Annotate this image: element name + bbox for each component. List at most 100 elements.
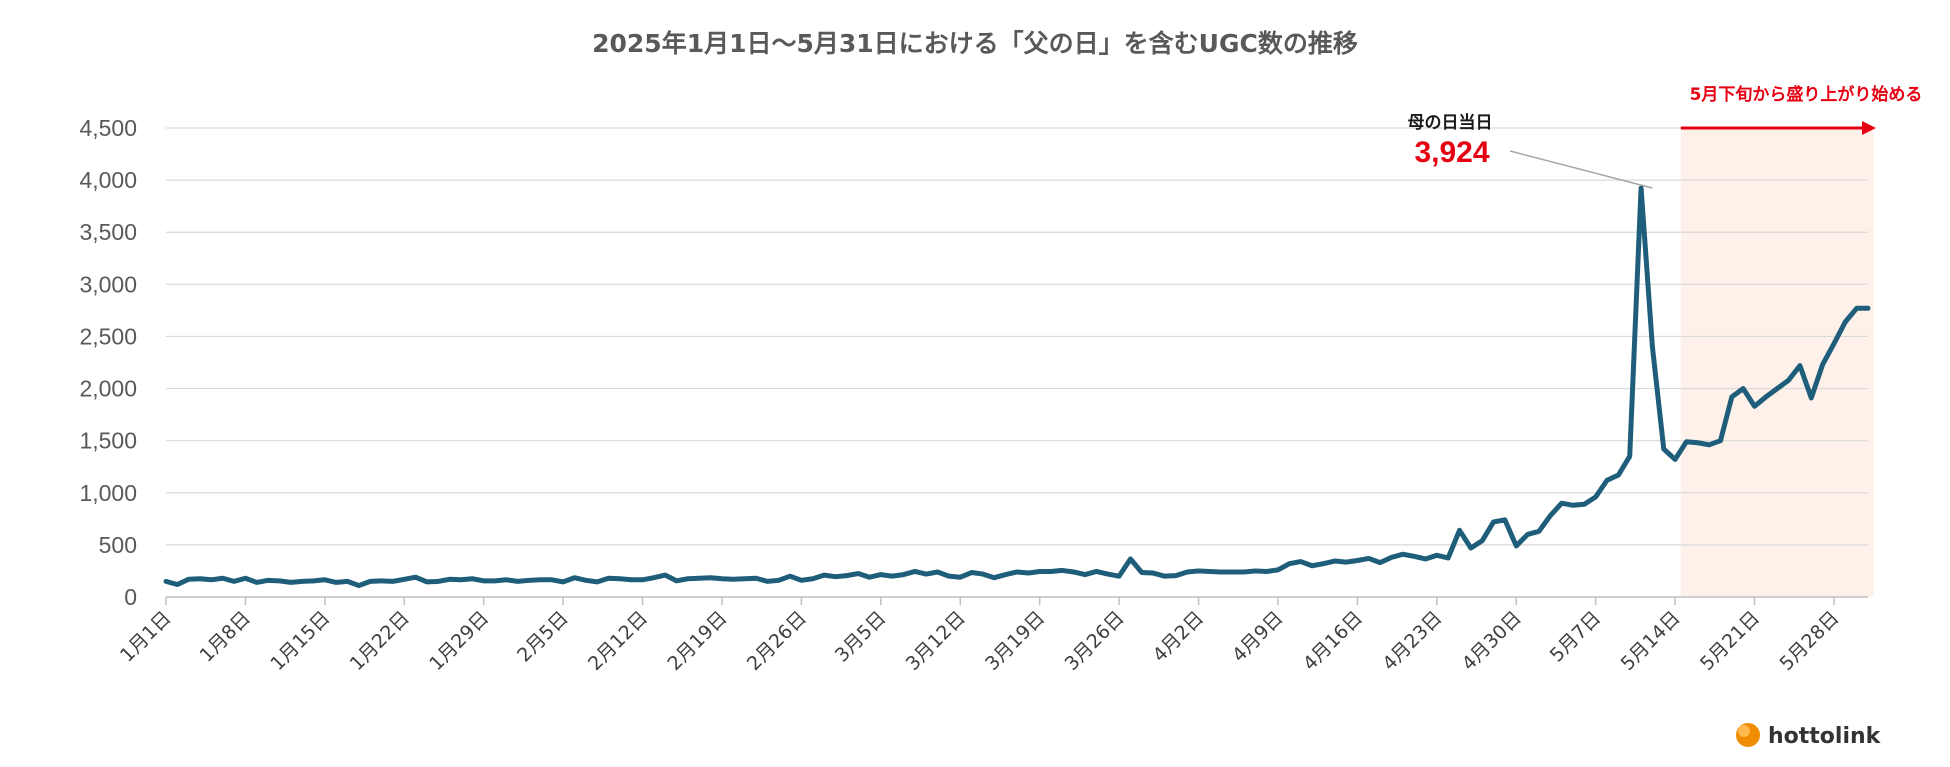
x-tick-label: 5月7日 [1546, 607, 1606, 667]
y-axis-tick-labels: 0 500 1,000 1,500 2,000 2,500 3,000 3,500 4,000 4… [79, 115, 137, 610]
x-tick-label: 5月21日 [1696, 607, 1764, 675]
y-tick-label: 3,500 [79, 219, 137, 245]
data-point [186, 577, 191, 582]
x-tick-label: 4月30日 [1458, 607, 1526, 675]
data-point [958, 575, 963, 580]
data-point [822, 573, 827, 578]
data-point [595, 579, 600, 584]
y-tick-label: 0 [124, 584, 137, 610]
data-point [878, 572, 883, 577]
x-tick-label: 1月15日 [266, 607, 334, 675]
data-point [436, 579, 441, 584]
data-point [379, 578, 384, 583]
data-point [481, 578, 486, 583]
gridlines [166, 127, 1868, 546]
data-point [277, 578, 282, 583]
trend-arrowhead-icon [1862, 121, 1876, 135]
data-point [617, 576, 622, 581]
data-point [1434, 553, 1439, 558]
x-tick-label: 5月28日 [1775, 607, 1843, 675]
data-point [322, 577, 327, 582]
x-axis: 1月1日 1月8日 1月15日 1月22日 1月29日 2月5日 2月12日 2月19日 2月2… [116, 596, 1868, 675]
y-tick-label: 500 [99, 532, 137, 558]
y-tick-label: 4,000 [79, 167, 137, 193]
data-point [946, 574, 951, 579]
data-point [413, 575, 418, 580]
data-point [1673, 457, 1678, 462]
data-point [368, 579, 373, 584]
data-point [1321, 561, 1326, 566]
data-point [1775, 386, 1780, 391]
data-point [1185, 569, 1190, 574]
data-point [788, 574, 793, 579]
data-point [1412, 554, 1417, 559]
data-point [980, 572, 985, 577]
data-point [1457, 528, 1462, 533]
data-point [402, 577, 407, 582]
data-point [288, 580, 293, 585]
data-point [1264, 569, 1269, 574]
data-points [164, 186, 1871, 589]
data-point [1752, 404, 1757, 409]
data-point [719, 576, 724, 581]
data-point [1582, 502, 1587, 507]
y-tick-label: 1,000 [79, 480, 137, 506]
data-point [1151, 571, 1156, 576]
data-point [254, 580, 259, 585]
logo-text: hottolink [1768, 724, 1882, 749]
data-point [1173, 573, 1178, 578]
data-point [561, 579, 566, 584]
data-point [742, 576, 747, 581]
data-point [515, 579, 520, 584]
chart-title: 2025年1月1日〜5月31日における「父の日」を含むUGC数の推移 [592, 29, 1358, 58]
data-point [912, 569, 917, 574]
y-tick-label: 2,500 [79, 323, 137, 349]
data-point [776, 578, 781, 583]
data-point [1786, 378, 1791, 383]
data-point [1241, 569, 1246, 574]
data-point [175, 582, 180, 587]
data-point [1491, 519, 1496, 524]
x-tick-label: 4月9日 [1228, 607, 1288, 667]
data-point [1139, 570, 1144, 575]
data-point [1627, 454, 1632, 459]
trend-annotation-label: 5月下旬から盛り上がり始める [1690, 84, 1923, 105]
data-point [969, 570, 974, 575]
x-tick-label: 2月12日 [584, 607, 652, 675]
y-tick-label: 1,500 [79, 428, 137, 454]
x-tick-label: 1月22日 [346, 607, 414, 675]
data-point [731, 577, 736, 582]
data-point [1094, 569, 1099, 574]
data-point [538, 577, 543, 582]
y-tick-label: 2,000 [79, 376, 137, 402]
data-point [1003, 572, 1008, 577]
data-point [266, 578, 271, 583]
data-point [1298, 559, 1303, 564]
data-point [856, 571, 861, 576]
data-point [572, 575, 577, 580]
data-point [504, 577, 509, 582]
y-tick-label: 4,500 [79, 115, 137, 141]
data-point [1332, 559, 1337, 564]
data-point [1366, 556, 1371, 561]
data-point [901, 572, 906, 577]
data-point [1355, 558, 1360, 563]
x-tick-label: 1月1日 [116, 607, 176, 667]
data-point [334, 580, 339, 585]
data-point [697, 576, 702, 581]
data-point [1310, 563, 1315, 568]
data-point [708, 575, 713, 580]
peak-annotation-label: 母の日当日 [1408, 112, 1493, 133]
series-line-ugc-count [163, 185, 1871, 589]
data-point [1253, 568, 1258, 573]
data-point [1514, 543, 1519, 548]
x-tick-label: 4月2日 [1149, 607, 1209, 667]
hottolink-logo: hottolink [1736, 723, 1882, 749]
data-point [651, 575, 656, 580]
data-point [1843, 319, 1848, 324]
data-point [992, 575, 997, 580]
data-point [198, 576, 203, 581]
data-point [1071, 569, 1076, 574]
x-tick-label: 3月19日 [981, 607, 1049, 675]
